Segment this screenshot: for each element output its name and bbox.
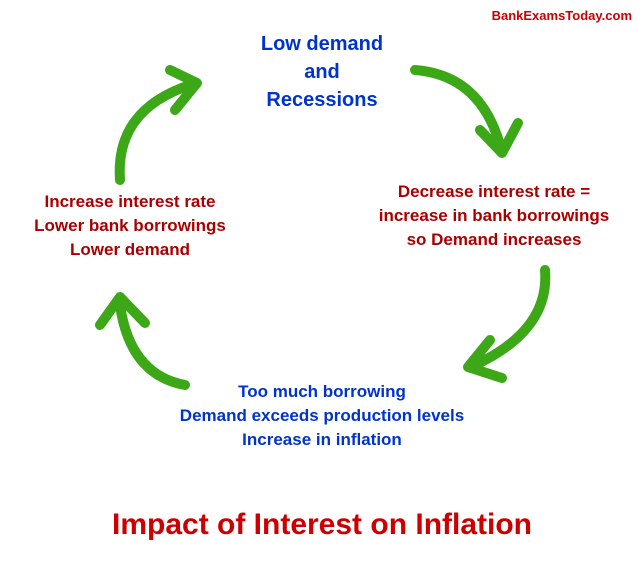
arrow-left-to-top	[95, 65, 235, 195]
cycle-node-left: Increase interest rate Lower bank borrow…	[20, 190, 240, 261]
node-line: Recessions	[222, 86, 422, 114]
node-line: Increase in inflation	[152, 428, 492, 452]
node-line: Lower demand	[20, 238, 240, 262]
node-line: Decrease interest rate =	[374, 180, 614, 204]
node-line: so Demand increases	[374, 228, 614, 252]
cycle-node-top: Low demand and Recessions	[222, 30, 422, 114]
arrow-top-to-right	[400, 55, 540, 185]
diagram-title: Impact of Interest on Inflation	[22, 508, 622, 542]
arrow-right-to-bottom	[440, 260, 580, 390]
node-line: Lower bank borrowings	[20, 214, 240, 238]
watermark-text: BankExamsToday.com	[492, 8, 632, 23]
cycle-node-right: Decrease interest rate = increase in ban…	[374, 180, 614, 251]
arrow-bottom-to-left	[90, 275, 220, 405]
node-line: Demand exceeds production levels	[152, 404, 492, 428]
node-line: and	[222, 58, 422, 86]
node-line: increase in bank borrowings	[374, 204, 614, 228]
node-line: Low demand	[222, 30, 422, 58]
